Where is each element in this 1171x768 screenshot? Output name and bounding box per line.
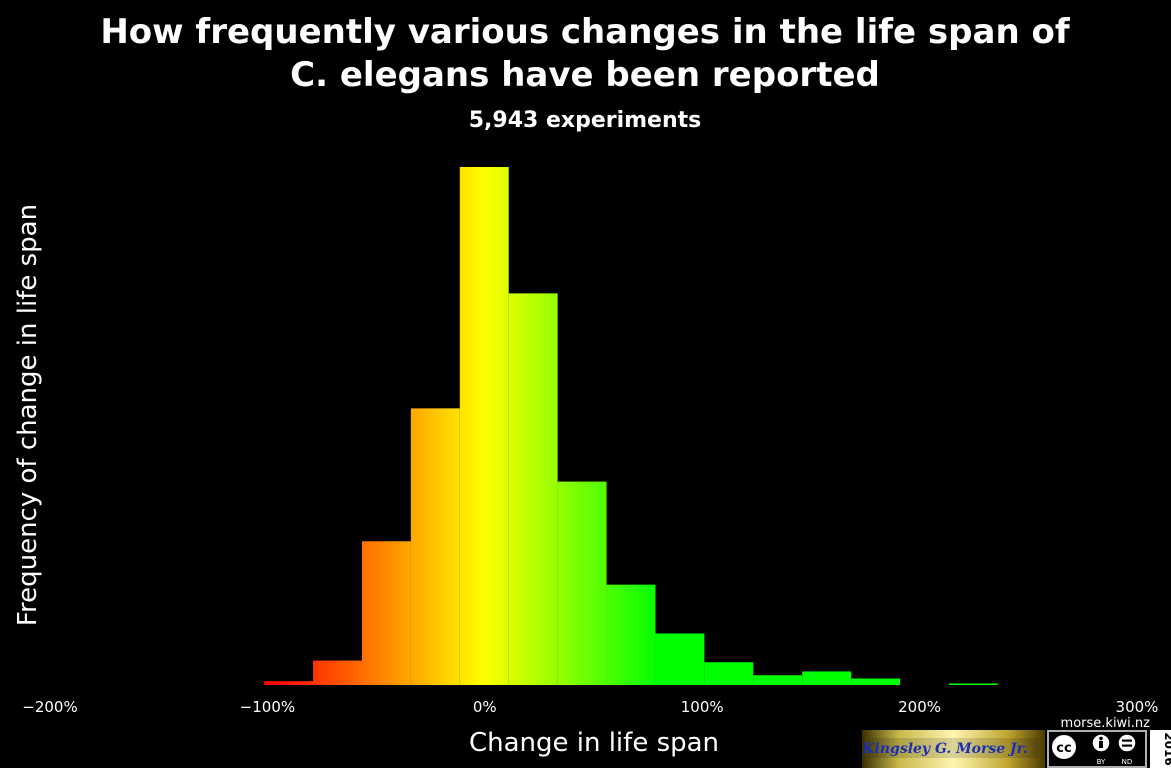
author-banner: Kingsley G. Morse Jr.	[861, 730, 1045, 768]
x-tick-label-1: −100%	[240, 698, 295, 716]
x-tick-label-4: 200%	[898, 698, 941, 716]
histogram-bar-1	[313, 660, 362, 685]
histogram-bar-4	[459, 167, 509, 685]
license-badge: cc BY ND	[1047, 730, 1147, 768]
histogram-bar-5	[508, 293, 558, 685]
histogram-bar-9	[704, 662, 754, 685]
x-tick-label-0: −200%	[22, 698, 77, 716]
x-tick-label-5: 300%	[1116, 698, 1159, 716]
histogram-bar-11	[802, 671, 852, 685]
cc-badge-text: cc	[1056, 741, 1071, 756]
website-credit: morse.kiwi.nz	[1061, 716, 1151, 731]
histogram-bar-0	[264, 681, 314, 685]
year-label: 2016	[1162, 732, 1171, 765]
license-nd-label: ND	[1122, 758, 1133, 766]
author-name: Kingsley G. Morse Jr.	[861, 741, 1027, 757]
histogram-bar-3	[410, 408, 460, 685]
x-tick-label-2: 0%	[473, 698, 497, 716]
histogram-bar-8	[655, 633, 705, 685]
histogram-bar-14	[948, 683, 998, 685]
license-by-label: BY	[1097, 758, 1106, 766]
cc-logo-icon: cc	[1050, 733, 1078, 761]
x-axis-label: Change in life span	[469, 728, 719, 758]
histogram-bar-6	[557, 481, 607, 685]
year-stamp: 2016	[1150, 730, 1171, 768]
x-tick-labels: −200% −100% 0% 100% 200% 300%	[22, 698, 1158, 716]
histogram-bar-7	[606, 584, 656, 685]
attribution-person-icon	[1091, 733, 1111, 753]
x-tick-label-3: 100%	[681, 698, 724, 716]
histogram-bar-2	[361, 541, 411, 685]
y-axis-label: Frequency of change in life span	[13, 204, 43, 626]
chart-subtitle: 5,943 experiments	[469, 108, 702, 133]
chart-title-line2: C. elegans have been reported	[290, 55, 880, 95]
histogram-bars	[264, 167, 998, 685]
histogram-bar-12	[851, 678, 901, 685]
no-derivatives-equals-icon	[1117, 733, 1137, 753]
histogram-bar-10	[753, 675, 803, 685]
chart-title-line1: How frequently various changes in the li…	[100, 12, 1071, 52]
